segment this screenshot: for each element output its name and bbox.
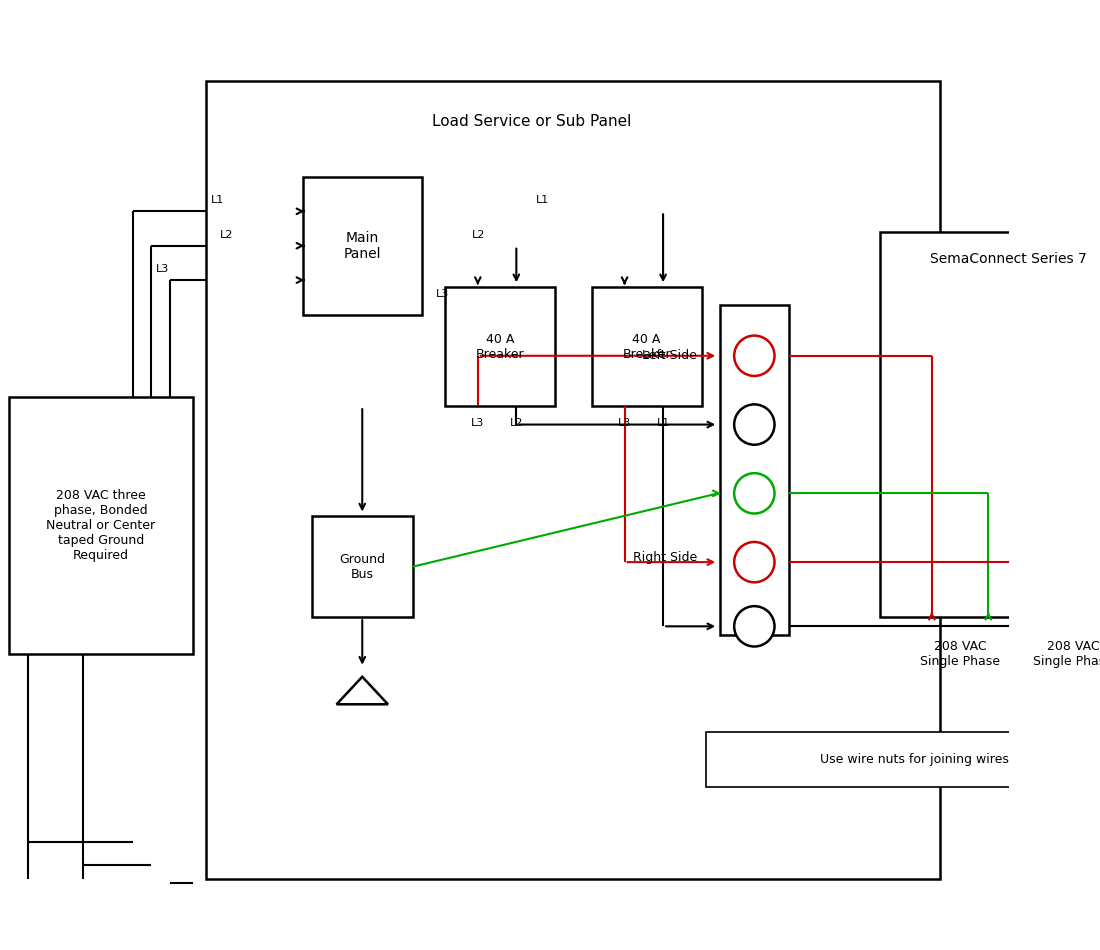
Bar: [592, 287, 702, 407]
Text: 208 VAC
Single Phase: 208 VAC Single Phase: [1033, 640, 1100, 668]
Text: SemaConnect Series 7: SemaConnect Series 7: [931, 253, 1087, 266]
Bar: [880, 232, 1100, 618]
Bar: [9, 397, 192, 654]
Circle shape: [734, 335, 774, 376]
Circle shape: [734, 606, 774, 647]
Bar: [207, 81, 940, 879]
Bar: [706, 732, 1100, 787]
Text: L2: L2: [509, 418, 522, 428]
Text: L3: L3: [156, 264, 169, 275]
Text: L3: L3: [471, 418, 484, 428]
Text: L1: L1: [536, 196, 549, 205]
Bar: [302, 177, 422, 314]
Text: Left Side: Left Side: [642, 350, 697, 362]
Circle shape: [734, 473, 774, 514]
Text: 208 VAC
Single Phase: 208 VAC Single Phase: [920, 640, 1000, 668]
Bar: [444, 287, 554, 407]
Circle shape: [734, 542, 774, 582]
Text: L1: L1: [657, 418, 670, 428]
Bar: [311, 516, 412, 618]
Text: Load Service or Sub Panel: Load Service or Sub Panel: [432, 114, 631, 129]
Bar: [720, 305, 789, 636]
Text: 40 A
Breaker: 40 A Breaker: [623, 332, 671, 361]
Text: L2: L2: [220, 230, 233, 239]
Text: L3: L3: [618, 418, 631, 428]
Text: L1: L1: [211, 196, 224, 205]
Text: 208 VAC three
phase, Bonded
Neutral or Center
taped Ground
Required: 208 VAC three phase, Bonded Neutral or C…: [46, 489, 155, 562]
Circle shape: [734, 405, 774, 445]
Text: Ground
Bus: Ground Bus: [339, 553, 385, 580]
Text: L3: L3: [436, 289, 449, 299]
Text: Right Side: Right Side: [632, 551, 697, 564]
Polygon shape: [337, 676, 388, 704]
Text: 40 A
Breaker: 40 A Breaker: [475, 332, 525, 361]
Text: L2: L2: [472, 230, 485, 239]
Text: Main
Panel: Main Panel: [343, 231, 381, 261]
Text: Use wire nuts for joining wires: Use wire nuts for joining wires: [821, 752, 1010, 766]
